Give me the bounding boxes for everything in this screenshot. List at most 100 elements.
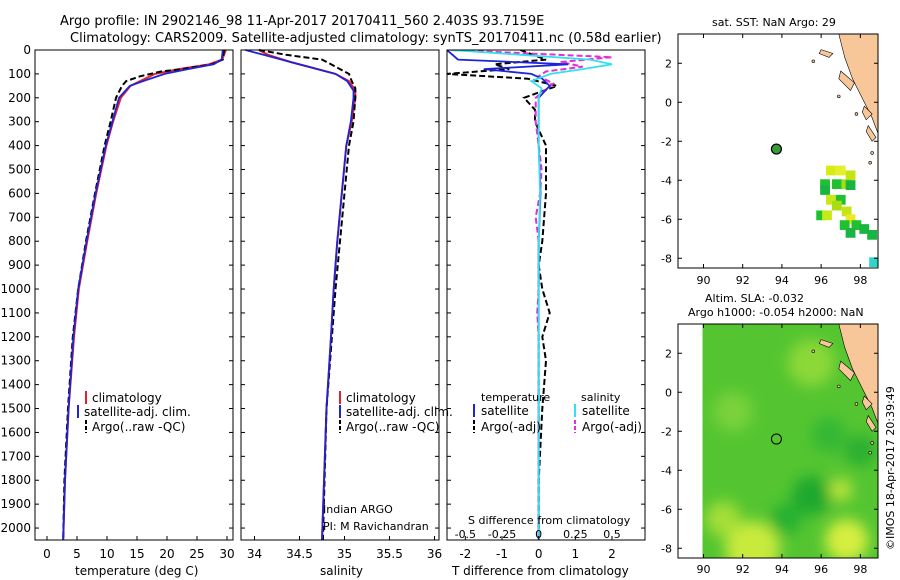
series-climatology (258, 49, 357, 541)
sla-map-title-line2: Argo h1000: -0.054 h2000: NaN (688, 306, 864, 319)
y-tick-label: 2000 (0, 521, 31, 535)
sla-patch (770, 503, 802, 535)
islet-land (837, 94, 841, 99)
island-land (861, 105, 873, 121)
legend-label-satellite: satellite-adj. clim. (84, 405, 191, 419)
x-tick-label: -1 (496, 547, 508, 561)
y-tick-label: 100 (8, 67, 31, 81)
map-y-tick-label: 0 (665, 386, 672, 399)
legend-header-salinity: salinity (581, 391, 621, 404)
islet-land (868, 451, 872, 455)
x-tick-label: -2 (459, 547, 471, 561)
y-tick-label: 1200 (0, 330, 31, 344)
island-land (818, 339, 834, 348)
sst-cell (835, 165, 846, 176)
y-tick-label: 1700 (0, 449, 31, 463)
temperature-legend: climatology satellite-adj. clim. Argo(..… (77, 391, 191, 434)
sla-patch (791, 476, 831, 516)
x-tick-label: 0 (43, 547, 51, 561)
x-tick-label: 35.5 (376, 547, 403, 561)
sst-cell (845, 170, 856, 181)
y-tick-label: 1800 (0, 473, 31, 487)
s-tick-label: 0.25 (563, 528, 588, 541)
sst-map-title: sat. SST: NaN Argo: 29 (712, 16, 836, 29)
s-tick-label: 0.5 (603, 528, 621, 541)
map-x-tick-label: 94 (775, 274, 789, 287)
x-tick-label: 0 (535, 547, 543, 561)
sst-cell (816, 210, 827, 221)
salinity-axes-box (240, 49, 440, 541)
difference-series-group (447, 50, 613, 540)
legend-label-s-satellite: satellite (582, 404, 630, 418)
island-land (838, 360, 855, 382)
sst-cell (869, 257, 878, 268)
map-y-tick-label: -6 (661, 503, 672, 516)
legend-header-temperature: temperature (481, 391, 550, 404)
map-y-tick-label: 2 (665, 347, 672, 360)
temperature-axis: 0 5 10 15 20 25 300100200300400500600700800900… (0, 43, 234, 561)
island-land (861, 395, 873, 411)
y-tick-label: 500 (8, 163, 31, 177)
legend-label-t-satellite: satellite (481, 404, 529, 418)
sla-patches (705, 339, 877, 558)
sst-cell (845, 214, 856, 225)
sumatra-land (838, 34, 878, 134)
sst-map-cells (770, 34, 878, 268)
island-land (865, 414, 877, 432)
y-tick-label: 700 (8, 210, 31, 224)
legend-label-argo: Argo(..raw -QC) (346, 420, 439, 434)
s-tick-label: 0 (535, 528, 542, 541)
series-argo (62, 49, 225, 541)
islet-land (870, 151, 874, 155)
s-tick-label: -0.5 (455, 528, 476, 541)
island-land (838, 70, 855, 92)
legend-label-argo: Argo(..raw -QC) (92, 420, 185, 434)
y-tick-label: 0 (23, 43, 31, 57)
y-tick-label: 1400 (0, 378, 31, 392)
y-tick-label: 1000 (0, 282, 31, 296)
y-tick-label: 1300 (0, 354, 31, 368)
x-tick-label: 10 (99, 547, 114, 561)
sst-cell (851, 220, 862, 230)
salinity-xlabel: salinity (320, 564, 363, 578)
sla-patch (828, 478, 853, 502)
y-tick-label: 1600 (0, 425, 31, 439)
islet-land (870, 441, 874, 445)
map-x-tick-label: 98 (853, 563, 867, 576)
sst-cell (841, 206, 852, 217)
temperature-axes-box (34, 49, 234, 541)
sst-map-panel: sat. SST: NaN Argo: 29 90 92 94 96 98 -8 -6 -4 -… (661, 16, 879, 287)
series-satellite (245, 49, 355, 541)
legend-label-climatology: climatology (346, 391, 416, 405)
difference-t-xlabel: T difference from climatology (451, 564, 629, 578)
series-satellite (62, 49, 224, 541)
series-s-argo (450, 50, 613, 540)
map-x-tick-label: 90 (696, 274, 710, 287)
series-argo (258, 49, 357, 541)
sla-nodata (678, 324, 703, 558)
y-tick-label: 800 (8, 234, 31, 248)
x-tick-label: 20 (159, 547, 174, 561)
y-tick-label: 600 (8, 186, 31, 200)
map-y-tick-label: -6 (661, 213, 672, 226)
legend-label-climatology: climatology (92, 391, 162, 405)
island-land (865, 125, 877, 142)
sst-map-box (677, 33, 879, 269)
islet-land (868, 161, 872, 165)
x-tick-label: 34.5 (286, 547, 313, 561)
sst-cell (831, 179, 842, 190)
sst-map-axis: 90 92 94 96 98 -8 -6 -4 -2 0 2 (661, 34, 878, 287)
temperature-panel: 0 5 10 15 20 25 300100200300400500600700800900… (0, 43, 234, 578)
map-y-tick-label: 0 (665, 96, 672, 109)
sst-cell (835, 194, 846, 205)
islet-land (854, 402, 859, 406)
series-climatology (62, 49, 227, 541)
map-x-tick-label: 96 (814, 563, 828, 576)
legend-label-satellite: satellite-adj. clim. (346, 405, 453, 419)
sla-patch (705, 501, 741, 537)
y-tick-label: 1900 (0, 497, 31, 511)
legend-label-s-argo: Argo(-adj) (582, 420, 642, 434)
figure-title-line2: Climatology: CARS2009. Satellite-adjuste… (70, 31, 662, 46)
salinity-annotation-pi: PI: M Ravichandran (323, 520, 429, 533)
islet-land (837, 384, 841, 389)
